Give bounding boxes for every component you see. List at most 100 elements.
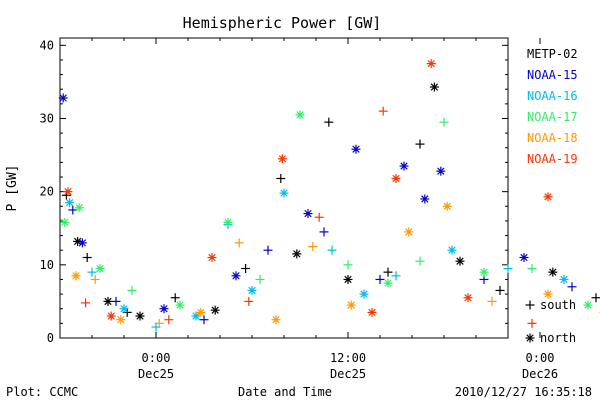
legend-entry: NOAA-16 [527,89,578,103]
data-point [439,117,449,127]
data-point [127,285,137,295]
x-tick-label-date: Dec25 [330,367,366,381]
footer-timestamp: 2010/12/27 16:35:18 [455,385,592,399]
data-point [279,188,289,198]
y-tick-label: 10 [40,258,54,272]
data-point [404,227,414,237]
data-point [82,253,92,263]
data-point [263,245,273,255]
data-point [77,238,87,248]
data-point [276,173,286,183]
marker-legend-label: north [540,331,576,345]
data-point [210,305,220,315]
data-point [378,106,388,116]
data-point [527,318,537,328]
data-point [170,293,180,303]
y-tick-labels: 0 10 20 30 40 [40,38,54,345]
data-point [391,271,401,281]
data-point [207,253,217,263]
data-point [116,315,126,325]
x-tick-labels: 0:00Dec2512:00Dec250:00Dec2612:00Dec260:… [138,351,558,381]
footer-plot-credit: Plot: CCMC [6,385,78,399]
data-point [90,274,100,284]
data-point [527,263,537,273]
data-point [74,203,84,213]
data-point [319,227,329,237]
data-point [426,59,436,69]
data-point [247,285,257,295]
data-point [519,253,529,263]
data-point [308,242,318,252]
data-point [199,315,209,325]
x-tick-label-time: 12:00 [330,351,366,365]
chart-title: Hemispheric Power [GW] [183,14,382,32]
data-point [191,311,201,321]
data-point [583,300,593,310]
data-point [327,245,337,255]
data-point [255,274,265,284]
data-point [391,173,401,183]
data-point [60,217,70,227]
series-legend: METP-02 NOAA-15 NOAA-16 NOAA-17 NOAA-18 NOAA-… [527,47,578,166]
data-point [495,285,505,295]
data-point [543,289,553,299]
data-point [234,238,244,248]
data-point [135,311,145,321]
data-point [343,260,353,270]
data-point [447,245,457,255]
plot-frame [59,37,509,339]
data-point [277,154,287,164]
data-point [367,307,377,317]
data-point [71,271,81,281]
data-point [399,161,409,171]
x-tick-label-date: Dec25 [138,367,174,381]
data-point [63,187,73,197]
data-point [442,201,452,211]
data-point [87,267,97,277]
data-point [95,263,105,273]
x-tick-label-time: 0:00 [526,351,555,365]
data-point [231,271,241,281]
data-point [81,298,91,308]
data-point [343,274,353,284]
legend-entry: NOAA-19 [527,152,578,166]
data-point [196,307,206,317]
y-tick-label: 40 [40,38,54,52]
legend-entry: NOAA-17 [527,110,578,124]
data-point [351,144,361,154]
data-point [324,117,334,127]
data-point [359,289,369,299]
data-point [375,274,385,284]
data-point [154,318,164,328]
legend-entry: NOAA-18 [527,131,578,145]
data-point [106,311,116,321]
data-point [314,212,324,222]
data-point [383,267,393,277]
data-point [244,296,254,306]
y-tick-label: 0 [47,331,54,345]
marker-legend-label: south [540,298,576,312]
y-tick-label: 30 [40,111,54,125]
data-point [346,300,356,310]
marker-legend-symbol [525,333,535,343]
marker-legend: south north [525,298,576,345]
data-point [241,263,251,273]
y-tick-label: 20 [40,185,54,199]
data-point [455,256,465,266]
data-point [223,217,233,227]
data-point [487,296,497,306]
marker-legend-symbol [525,300,535,310]
data-point [415,256,425,266]
data-points [58,59,600,332]
data-point [58,93,68,103]
data-point [429,82,439,92]
legend-entry: METP-02 [527,47,578,61]
x-tick-label-time: 0:00 [142,351,171,365]
x-axis-label: Date and Time [238,385,332,399]
data-point [420,194,430,204]
data-point [415,139,425,149]
data-point [303,209,313,219]
data-point [68,205,78,215]
data-point [548,267,558,277]
data-point [503,263,513,273]
